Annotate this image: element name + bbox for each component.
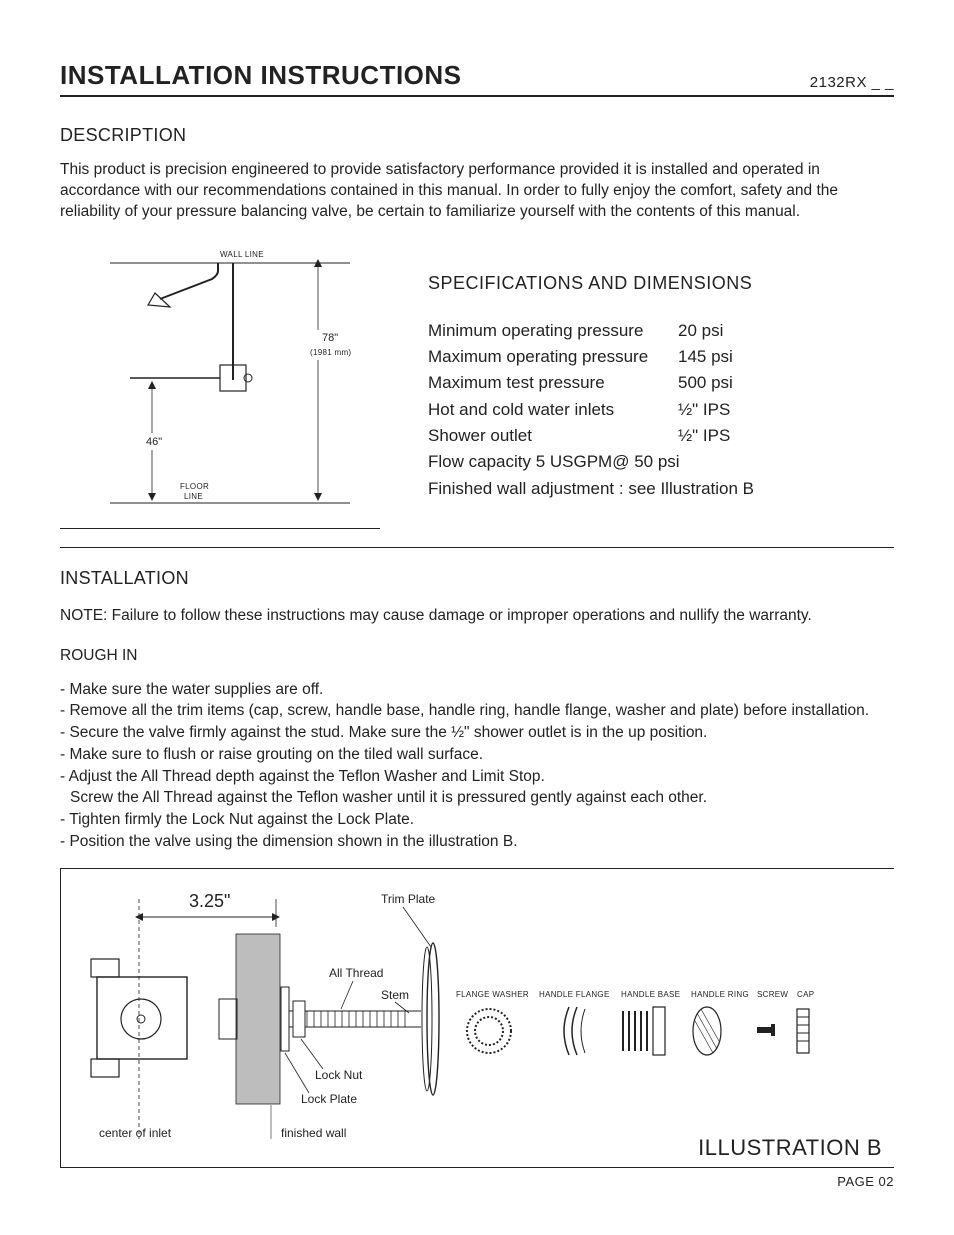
illustration-b-title: ILLUSTRATION B xyxy=(698,1135,882,1161)
stem-label: Stem xyxy=(381,988,409,1002)
spec-row: Hot and cold water inlets½" IPS xyxy=(428,397,894,423)
specs-section: SPECIFICATIONS AND DIMENSIONS Minimum op… xyxy=(428,245,894,502)
list-item: - Make sure to flush or raise grouting o… xyxy=(60,744,894,766)
handle-ring-label: HANDLE RING xyxy=(691,990,749,999)
spec-row: Minimum operating pressure20 psi xyxy=(428,318,894,344)
handle-base-label: HANDLE BASE xyxy=(621,990,680,999)
spec-row: Shower outlet½" IPS xyxy=(428,423,894,449)
illustration-b: 3.25" Trim Plate xyxy=(60,868,894,1168)
mid-dim-label: 46" xyxy=(146,436,162,448)
height-label: 78" xyxy=(322,332,338,344)
divider xyxy=(60,547,894,548)
list-item: - Make sure the water supplies are off. xyxy=(60,679,894,701)
cap-label: CAP xyxy=(797,990,814,999)
lock-plate-label: Lock Plate xyxy=(301,1092,357,1106)
rough-in-heading: ROUGH IN xyxy=(60,647,894,665)
model-number: 2132RX _ _ xyxy=(810,74,894,91)
list-item: - Position the valve using the dimension… xyxy=(60,831,894,853)
installation-note: NOTE: Failure to follow these instructio… xyxy=(60,607,894,625)
spec-row: Maximum test pressure500 psi xyxy=(428,370,894,396)
list-item: - Secure the valve firmly against the st… xyxy=(60,722,894,744)
spec-flow: Flow capacity 5 USGPM@ 50 psi xyxy=(428,449,894,475)
rough-in-list: - Make sure the water supplies are off. … xyxy=(60,679,894,853)
list-item: - Remove all the trim items (cap, screw,… xyxy=(60,700,894,722)
list-item: - Adjust the All Thread depth against th… xyxy=(60,766,894,809)
wall-line-label: WALL LINE xyxy=(220,250,264,259)
list-item: - Tighten firmly the Lock Nut against th… xyxy=(60,809,894,831)
page-number: PAGE 02 xyxy=(60,1174,894,1189)
handle-flange-label: HANDLE FLANGE xyxy=(539,990,610,999)
description-body: This product is precision engineered to … xyxy=(60,160,894,223)
height-label-mm: (1981 mm) xyxy=(310,348,351,357)
trim-plate-label: Trim Plate xyxy=(381,892,436,906)
diagram-a: WALL LINE 78" (1981 mm) xyxy=(60,245,380,529)
finished-wall-label: finished wall xyxy=(281,1126,346,1140)
specs-heading: SPECIFICATIONS AND DIMENSIONS xyxy=(428,273,894,294)
page-title: INSTALLATION INSTRUCTIONS xyxy=(60,60,462,91)
all-thread-label: All Thread xyxy=(329,966,383,980)
floor-label-1: FLOOR xyxy=(180,482,209,491)
center-label: center of inlet xyxy=(99,1126,172,1140)
installation-heading: INSTALLATION xyxy=(60,568,894,589)
floor-label-2: LINE xyxy=(184,492,203,501)
header: INSTALLATION INSTRUCTIONS 2132RX _ _ xyxy=(60,60,894,97)
spec-wall-adj: Finished wall adjustment : see Illustrat… xyxy=(428,476,894,502)
dim-label: 3.25" xyxy=(189,891,230,911)
flange-washer-label: FLANGE WASHER xyxy=(456,990,529,999)
spec-row: Maximum operating pressure145 psi xyxy=(428,344,894,370)
description-heading: DESCRIPTION xyxy=(60,125,894,146)
screw-label: SCREW xyxy=(757,990,788,999)
lock-nut-label: Lock Nut xyxy=(315,1068,363,1082)
